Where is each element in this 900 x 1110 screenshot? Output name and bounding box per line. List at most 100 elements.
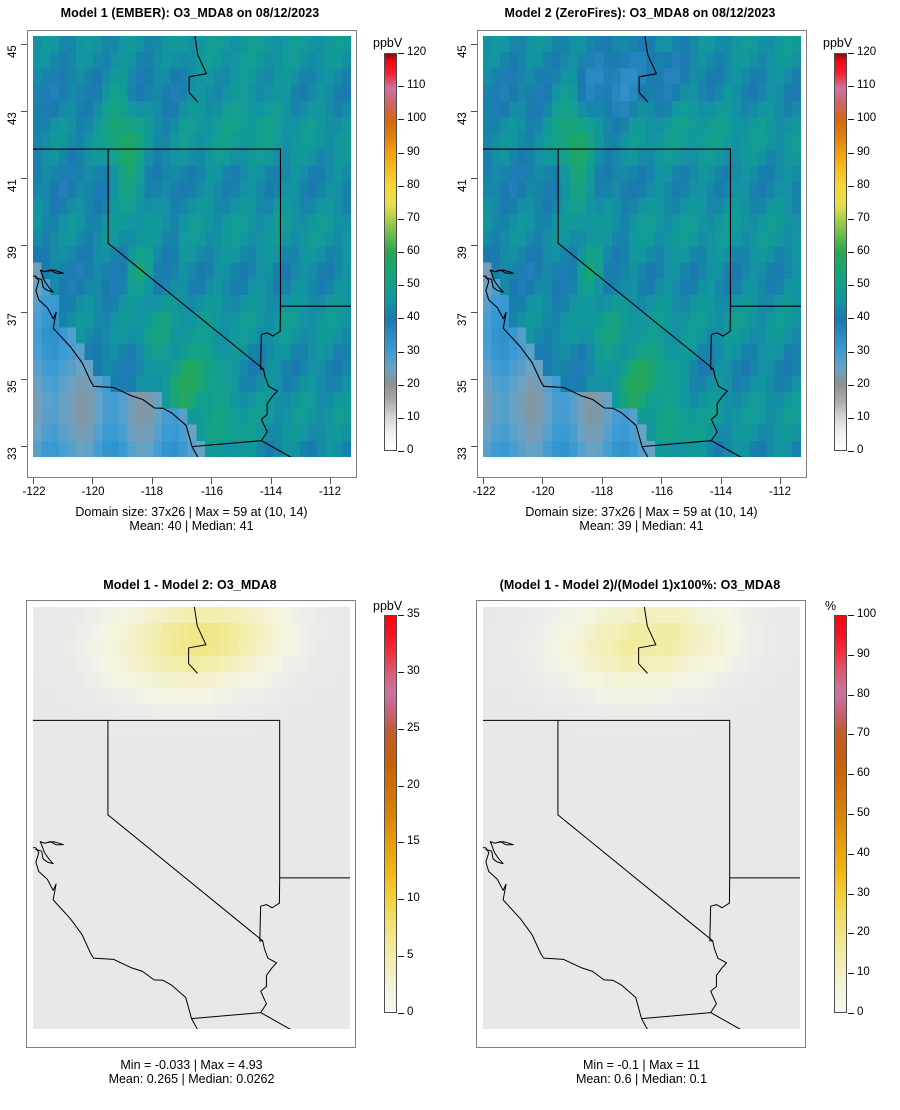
xtick-label: -114 (259, 486, 283, 498)
colorbar-tick (398, 1013, 404, 1014)
colorbar-tick-label: 90 (857, 647, 870, 660)
colorbar-tick-label: 110 (857, 79, 876, 92)
colorbar-tick (848, 318, 854, 320)
colorbar-tick-label: 10 (407, 410, 420, 423)
colorbar-tick (398, 899, 404, 901)
colorbar-tick-label: 70 (857, 211, 870, 224)
panel-model2-caption-line1: Domain size: 37x26 | Max = 59 at (10, 14… (525, 505, 758, 519)
ytick-label: 43 (7, 112, 19, 125)
colorbar-tick-label: 80 (857, 178, 870, 191)
colorbar-tick-label: 50 (857, 807, 870, 819)
colorbar-label: ppbV (823, 36, 853, 50)
colorbar-tick-label: 10 (407, 892, 420, 905)
colorbar-tick (848, 654, 854, 656)
colorbar-tick-label: 0 (857, 444, 864, 456)
colorbar-tick (848, 152, 854, 154)
colorbar-tick-label: 90 (407, 145, 420, 158)
panel-percent-difference-title: (Model 1 - Model 2)/(Model 1)x100%: O3_M… (499, 578, 781, 592)
ytick-label: 37 (457, 313, 469, 326)
panel-model2-caption-line2: Mean: 39 | Median: 41 (579, 519, 704, 533)
colorbar-gradient (384, 53, 397, 451)
colorbar-tick-label: 20 (857, 926, 870, 939)
panel-difference: Model 1 - Model 2: O3_MDA8 Min = -0.033 … (0, 555, 450, 1110)
colorbar-tick (398, 53, 404, 54)
colorbar-tick-label: 0 (407, 1006, 414, 1018)
colorbar-tick (848, 218, 854, 220)
ytick-label: 43 (457, 112, 469, 125)
colorbar-tick (398, 785, 404, 787)
colorbar-gradient (834, 615, 847, 1013)
colorbar-tick (398, 218, 404, 220)
colorbar-tick-label: 80 (407, 178, 420, 191)
colorbar-tick-label: 50 (857, 278, 870, 291)
colorbar-tick (398, 956, 404, 958)
colorbar-tick-label: 100 (407, 112, 427, 125)
colorbar-label: ppbV (373, 599, 403, 613)
panel-model1-raster (33, 36, 351, 457)
colorbar-tick (398, 351, 404, 353)
colorbar-tick (848, 185, 854, 187)
colorbar-tick (398, 252, 404, 253)
xtick-label: -122 (22, 486, 46, 498)
colorbar-tick (398, 451, 404, 452)
colorbar-tick (398, 285, 404, 287)
panel-model2: Model 2 (ZeroFires): O3_MDA8 on 08/12/20… (450, 0, 900, 535)
ytick-label: 45 (457, 45, 469, 58)
colorbar-tick (398, 119, 404, 121)
colorbar-tick-label: 60 (407, 245, 420, 257)
colorbar-tick-label: 30 (857, 886, 870, 899)
colorbar-tick (398, 671, 404, 673)
xtick-label: -116 (200, 486, 224, 498)
panel-model1: Model 1 (EMBER): O3_MDA8 on 08/12/2023 4… (0, 0, 450, 535)
panel-percent-difference: (Model 1 - Model 2)/(Model 1)x100%: O3_M… (450, 555, 900, 1110)
panel-percent-difference-caption-line2: Mean: 0.6 | Median: 0.1 (575, 1072, 708, 1086)
colorbar-gradient (384, 615, 397, 1013)
colorbar-tick (848, 814, 854, 815)
ytick-label: 39 (7, 246, 19, 259)
colorbar-tick (398, 728, 404, 730)
colorbar-tick (398, 152, 404, 154)
xtick-label: -120 (81, 486, 105, 498)
colorbar-tick (848, 734, 854, 736)
colorbar-tick-label: 10 (857, 966, 870, 979)
colorbar-tick-label: 35 (407, 608, 420, 620)
colorbar-tick (848, 53, 854, 54)
colorbar-tick-label: 40 (407, 311, 420, 324)
colorbar-tick-label: 40 (857, 846, 870, 859)
colorbar-tick (848, 451, 854, 452)
colorbar-tick (398, 318, 404, 320)
colorbar-tick-label: 30 (407, 664, 420, 677)
colorbar-tick-label: 110 (407, 79, 426, 92)
colorbar-tick (398, 86, 404, 88)
ytick-label: 33 (7, 447, 19, 460)
xtick-label: -118 (140, 486, 164, 498)
xtick-label: -118 (590, 486, 614, 498)
ytick-label: 45 (7, 45, 19, 58)
colorbar-tick-label: 0 (407, 444, 414, 456)
colorbar-tick-label: 40 (857, 311, 870, 324)
colorbar-tick-label: 30 (857, 344, 870, 357)
colorbar-tick-label: 10 (857, 410, 870, 423)
colorbar-tick-label: 50 (407, 278, 420, 291)
colorbar-tick (848, 893, 854, 895)
panel-model1-caption-line2: Mean: 40 | Median: 41 (129, 519, 254, 533)
colorbar-tick-label: 25 (407, 721, 420, 734)
ytick-label: 41 (7, 179, 19, 192)
colorbar-gradient (834, 53, 847, 451)
colorbar-tick-label: 0 (857, 1006, 864, 1018)
ytick-label: 35 (457, 380, 469, 393)
colorbar-tick (848, 1013, 854, 1014)
colorbar-tick (848, 694, 854, 696)
colorbar-tick (848, 774, 854, 776)
panel-difference-caption-line2: Mean: 0.265 | Median: 0.0262 (108, 1072, 275, 1086)
xtick-label: -114 (709, 486, 733, 498)
panel-difference-caption-line1: Min = -0.033 | Max = 4.93 (120, 1058, 263, 1072)
ytick-label: 33 (457, 447, 469, 460)
colorbar-label: % (825, 599, 837, 613)
colorbar-tick-label: 90 (857, 145, 870, 158)
colorbar-tick (848, 285, 854, 287)
colorbar-tick-label: 100 (857, 112, 877, 125)
panel-model2-title: Model 2 (ZeroFires): O3_MDA8 on 08/12/20… (504, 6, 776, 20)
panel-model1-title: Model 1 (EMBER): O3_MDA8 on 08/12/2023 (60, 6, 320, 20)
colorbar-tick-label: 20 (857, 377, 870, 390)
